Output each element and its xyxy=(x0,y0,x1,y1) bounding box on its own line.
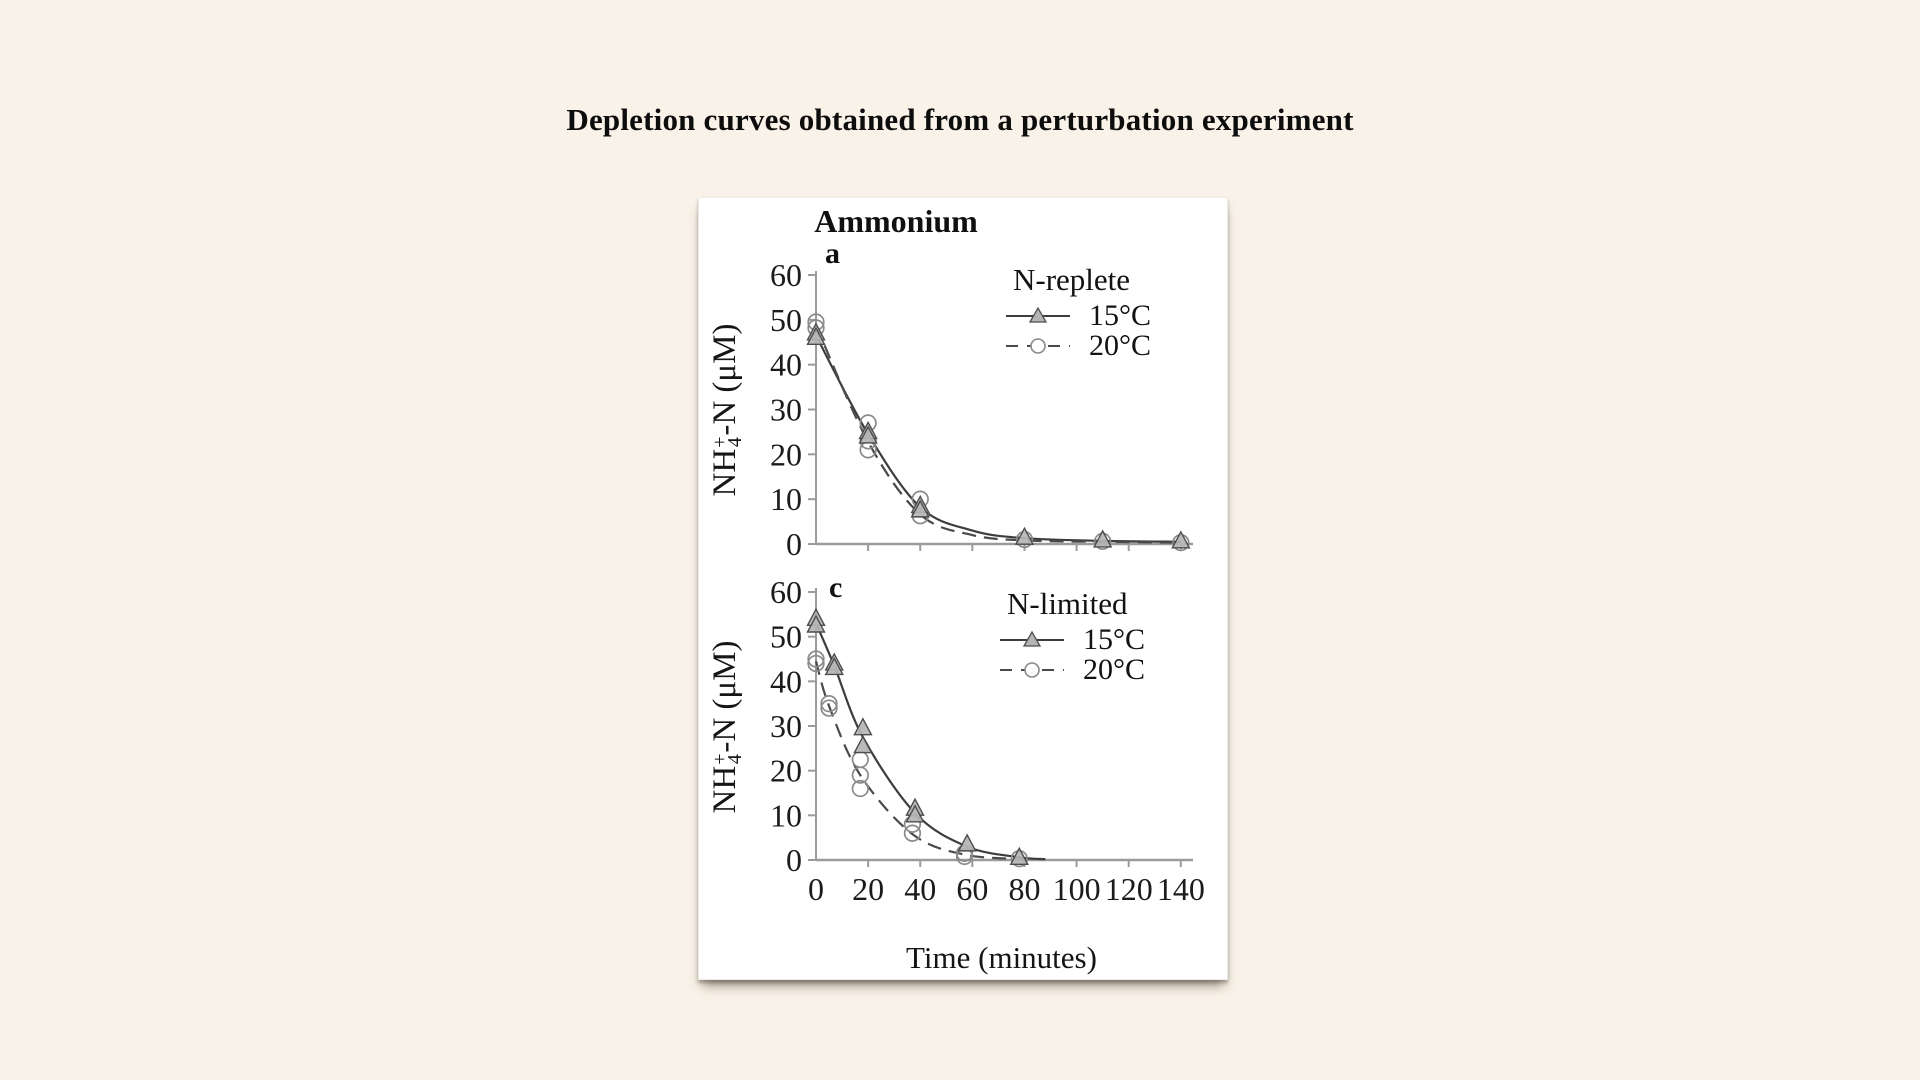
legend-line-sample xyxy=(1000,630,1064,647)
marker-triangle xyxy=(806,614,826,633)
legend-entry: 20°C xyxy=(1005,331,1151,361)
y-tick-label: 20 xyxy=(770,436,802,472)
marker-triangle xyxy=(1092,529,1113,548)
marker-circle xyxy=(807,654,825,673)
marker-triangle xyxy=(858,425,878,444)
marker-triangle xyxy=(910,499,930,518)
chart-title-ammonium: Ammonium xyxy=(814,203,978,239)
x-tick-label: 60 xyxy=(956,871,988,907)
marker-triangle xyxy=(1171,530,1191,549)
x-tick-label: 140 xyxy=(1157,871,1205,907)
marker-circle xyxy=(807,650,825,668)
marker-triangle xyxy=(957,833,977,852)
y-tick-label: 40 xyxy=(770,663,802,699)
legend-title: N-limited xyxy=(1007,586,1128,621)
legend-entry-label: 20°C xyxy=(1089,329,1152,362)
y-tick-label: 10 xyxy=(770,481,802,517)
x-tick-label: 100 xyxy=(1053,871,1101,907)
charts-svg: 0 10 20 30 40 50 60 0 10 20 30 40 50 60 0 20 40 60 80 100 12… xyxy=(770,257,1205,907)
marker-circle xyxy=(820,695,838,713)
legend-entry: 15°C xyxy=(1005,301,1151,331)
y-tick-label: 50 xyxy=(770,619,802,655)
legend-chart-c: N-limited 15°C 20°C xyxy=(999,586,1145,685)
legend-entry-label: 15°C xyxy=(1083,623,1146,656)
panel-label-a: a xyxy=(825,237,840,270)
legend-chart-a: N-replete 15°C 20°C xyxy=(1005,262,1151,361)
legend-marker-triangle xyxy=(1028,306,1048,323)
legend-entry-label: 15°C xyxy=(1089,299,1152,332)
y-tick-label: 0 xyxy=(786,526,802,562)
marker-circle xyxy=(851,766,869,784)
legend-line-sample xyxy=(1006,306,1070,323)
legend-marker-circle xyxy=(1030,338,1046,354)
legend-line-sample xyxy=(1000,662,1064,678)
legend-entry: 20°C xyxy=(999,655,1145,685)
y-tick-label: 10 xyxy=(770,797,802,833)
y-tick-label: 30 xyxy=(770,708,802,744)
marker-triangle xyxy=(1014,526,1035,545)
marker-circle xyxy=(903,824,922,842)
marker-triangle xyxy=(853,735,873,754)
x-tick-label: 0 xyxy=(808,871,824,907)
x-tick-label: 40 xyxy=(904,871,936,907)
marker-circle xyxy=(851,750,869,769)
x-axis-label: Time (minutes) xyxy=(906,940,1097,975)
panel-label-c: c xyxy=(829,571,843,604)
legend-entry-label: 20°C xyxy=(1083,653,1146,686)
marker-triangle xyxy=(905,804,925,823)
y-tick-label: 40 xyxy=(770,347,802,383)
legend-line-sample xyxy=(1006,338,1070,354)
x-tick-label: 120 xyxy=(1105,871,1153,907)
y-tick-label: 30 xyxy=(770,392,802,428)
marker-circle xyxy=(851,779,869,798)
y-tick-label: 60 xyxy=(770,574,802,610)
marker-triangle xyxy=(853,717,873,736)
legend-entry: 15°C xyxy=(999,625,1145,655)
figure-panel: Ammonium a c NH +4 -N (μM) NH +4 -N (μM) 0 10… xyxy=(698,197,1228,988)
fit-line-20c xyxy=(814,660,1025,861)
marker-triangle xyxy=(1009,846,1029,865)
y-tick-label: 0 xyxy=(786,842,802,878)
marker-circle xyxy=(820,699,838,717)
marker-triangle xyxy=(824,656,844,676)
y-tick-label: 60 xyxy=(770,257,802,293)
marker-triangle xyxy=(806,326,826,345)
legend-marker-triangle xyxy=(1022,630,1042,647)
x-tick-label: 20 xyxy=(852,871,884,907)
legend-marker-circle xyxy=(1024,662,1040,678)
legend-title: N-replete xyxy=(1013,262,1131,297)
y-tick-label: 50 xyxy=(770,302,802,338)
figure-title: Depletion curves obtained from a perturb… xyxy=(566,102,1354,137)
y-tick-label: 20 xyxy=(770,753,802,789)
x-tick-label: 80 xyxy=(1008,871,1040,907)
